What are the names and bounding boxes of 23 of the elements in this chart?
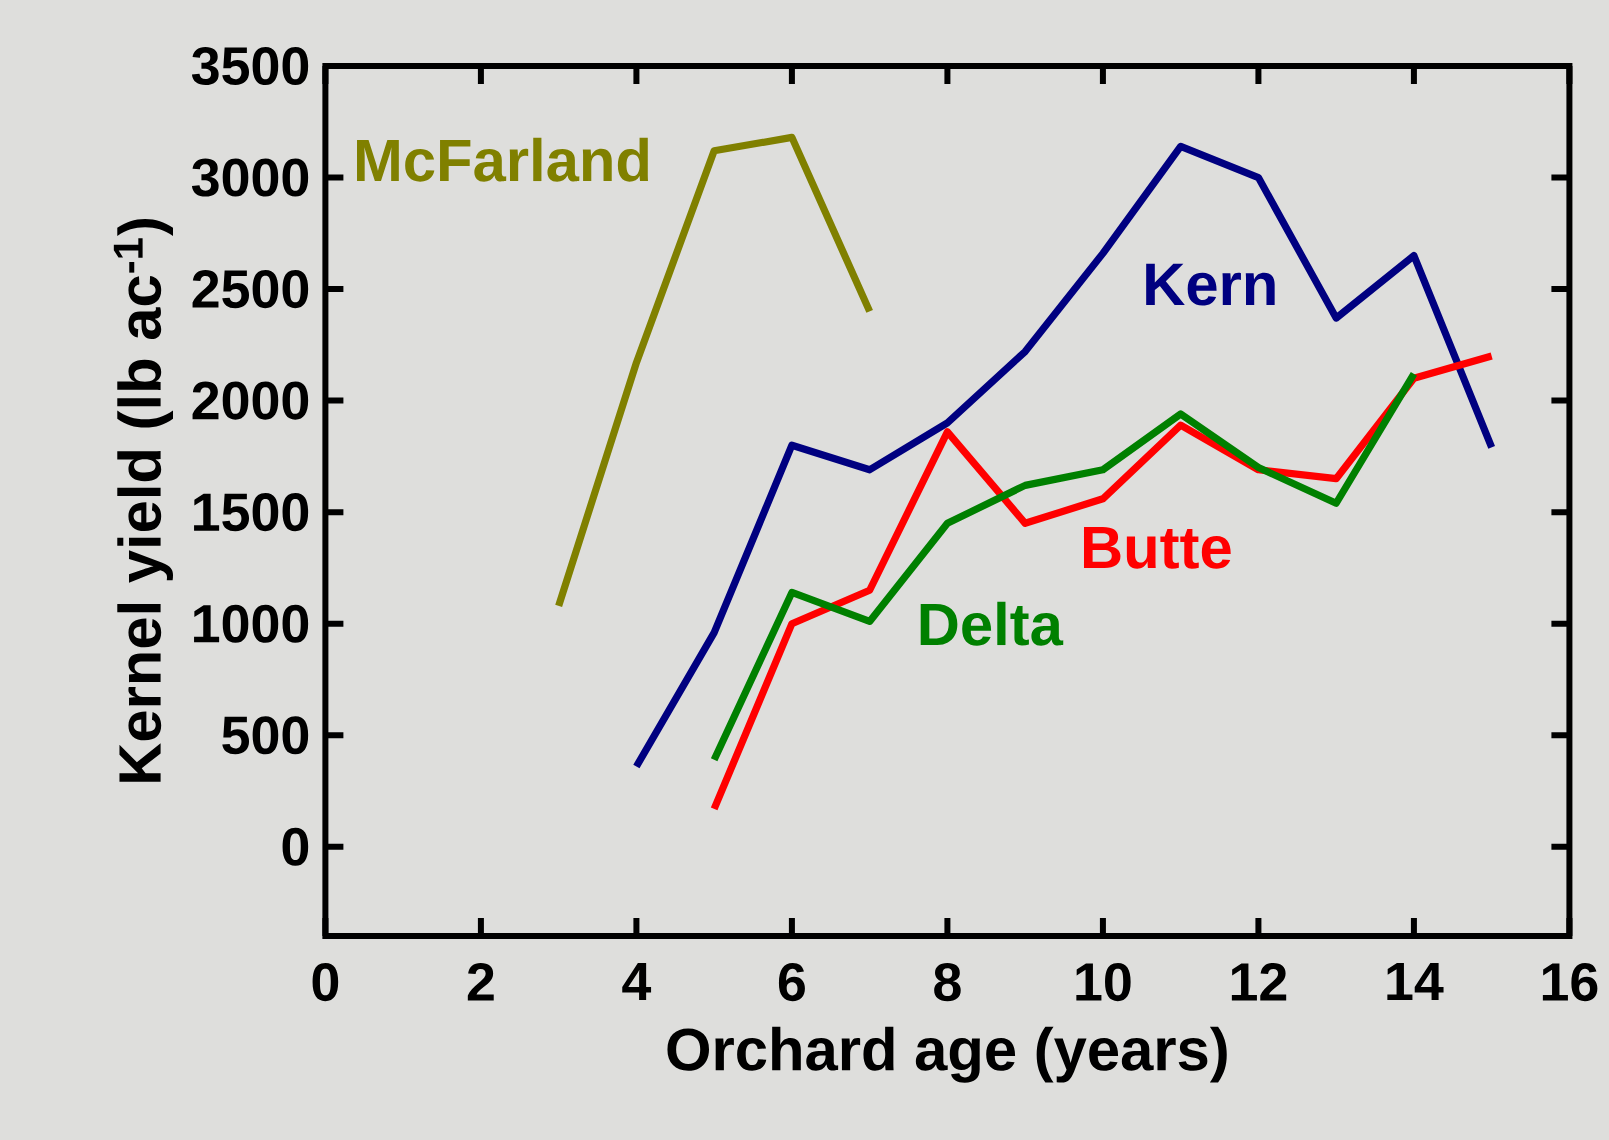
- series-label: McFarland: [357, 137, 648, 182]
- x-tick-label: 16: [1542, 963, 1598, 1002]
- series-label: Delta: [920, 601, 1064, 646]
- x-tick-label: 6: [778, 963, 805, 1002]
- series-label: Kern: [1146, 263, 1275, 306]
- y-tick-label: 3000: [191, 158, 309, 197]
- x-tick-label: 4: [622, 963, 652, 1001]
- y-tick-label: 2500: [192, 270, 309, 309]
- x-axis-title: Orchard age (years): [667, 1026, 1227, 1083]
- y-axis-title: Kernel yield (lb ac$^{-1}$): [113, 219, 173, 782]
- y-tick-label: 2000: [192, 381, 309, 420]
- x-tick-label: 2: [467, 963, 494, 1001]
- y-tick-label: 3500: [191, 46, 309, 86]
- y-tick-label: 500: [222, 716, 309, 755]
- y-tick-label: 0: [282, 827, 309, 866]
- series-label: Butte: [1083, 526, 1231, 569]
- x-tick-label: 14: [1387, 963, 1444, 1001]
- x-tick-label: 12: [1231, 963, 1287, 1001]
- x-tick-label: 8: [934, 963, 961, 1002]
- y-tick-label: 1000: [194, 604, 309, 643]
- x-tick-label: 10: [1076, 963, 1131, 1002]
- y-tick-label: 1500: [194, 493, 309, 532]
- x-tick-label: 0: [312, 963, 339, 1002]
